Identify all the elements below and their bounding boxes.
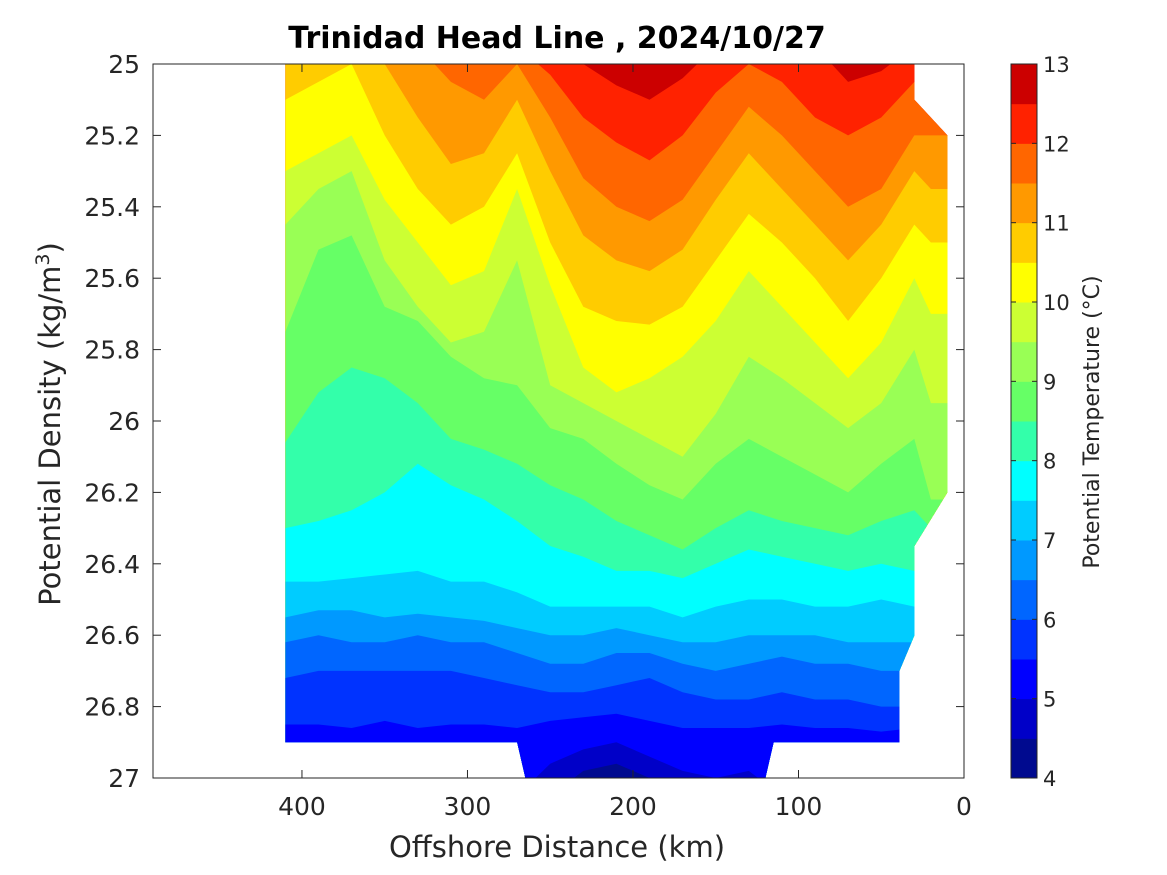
colorbar-tick-label: 10 — [1043, 291, 1070, 315]
contour-fills — [285, 64, 948, 778]
y-tick-label: 25.6 — [84, 264, 140, 293]
x-tick-label: 200 — [609, 792, 657, 821]
colorbar-swatch — [1011, 460, 1037, 501]
chart-title: Trinidad Head Line , 2024/10/27 — [288, 21, 825, 56]
colorbar-swatch — [1011, 64, 1037, 105]
y-tick-label: 26.4 — [84, 550, 140, 579]
colorbar-tick-label: 11 — [1043, 212, 1070, 236]
colorbar-swatch — [1011, 103, 1037, 144]
colorbar-tick-label: 4 — [1043, 767, 1056, 791]
y-axis-label-close: ) — [33, 242, 67, 253]
y-tick-label: 26.8 — [84, 693, 140, 722]
y-tick-label: 26.2 — [84, 478, 140, 507]
x-tick-label: 400 — [278, 792, 326, 821]
x-tick-label: 100 — [775, 792, 823, 821]
y-tick-label: 25.2 — [84, 121, 140, 150]
colorbar-tick-label: 8 — [1043, 450, 1056, 474]
colorbar-swatch — [1011, 619, 1037, 660]
colorbar-swatch — [1011, 698, 1037, 739]
colorbar-swatch — [1011, 540, 1037, 581]
colorbar-swatch — [1011, 222, 1037, 263]
x-axis-label: Offshore Distance (km) — [389, 830, 725, 864]
y-tick-label: 25.4 — [84, 193, 140, 222]
colorbar-swatch — [1011, 579, 1037, 620]
colorbar-tick-label: 6 — [1043, 608, 1056, 632]
colorbar-swatch — [1011, 341, 1037, 382]
y-tick-label: 25.8 — [84, 336, 140, 365]
colorbar-swatch — [1011, 500, 1037, 541]
y-tick-label: 25 — [108, 50, 140, 79]
x-tick-label: 0 — [956, 792, 972, 821]
colorbar-tick-label: 5 — [1043, 688, 1056, 712]
colorbar: 4 5 6 7 8 9 10 11 12 13 — [1010, 53, 1070, 791]
colorbar-swatch — [1011, 421, 1037, 462]
y-tick-label: 27 — [108, 764, 140, 793]
plot-area — [153, 64, 964, 778]
colorbar-swatch — [1011, 738, 1037, 779]
colorbar-swatch — [1011, 659, 1037, 700]
x-tick-label: 300 — [444, 792, 492, 821]
x-axis: 400 300 200 100 0 — [278, 64, 972, 821]
y-tick-label: 26 — [108, 407, 140, 436]
y-axis: 25 25.2 25.4 25.6 25.8 26 26.2 26.4 26.6 26.8 27 — [84, 50, 964, 793]
colorbar-swatch — [1011, 381, 1037, 422]
colorbar-swatch — [1011, 143, 1037, 184]
colorbar-swatch — [1011, 302, 1037, 343]
y-axis-label: Potential Density (kg/m3) — [32, 242, 67, 606]
axes: 400 300 200 100 0 25 25.2 25.4 25.6 25.8 26 26.2 26… — [84, 50, 972, 821]
colorbar-tick-label: 7 — [1043, 529, 1056, 553]
colorbar-tick-label: 9 — [1043, 370, 1056, 394]
colorbar-swatch — [1011, 262, 1037, 303]
colorbar-tick-label: 12 — [1043, 132, 1070, 156]
colorbar-label: Potential Temperature (°C) — [1080, 275, 1105, 568]
colorbar-swatch — [1011, 183, 1037, 224]
colorbar-tick-label: 13 — [1043, 53, 1070, 77]
y-tick-label: 26.6 — [84, 621, 140, 650]
colorbar-frame — [1010, 63, 1038, 779]
y-axis-label-main: Potential Density (kg/m — [33, 266, 67, 606]
y-axis-label-superscript: 3 — [32, 253, 54, 265]
